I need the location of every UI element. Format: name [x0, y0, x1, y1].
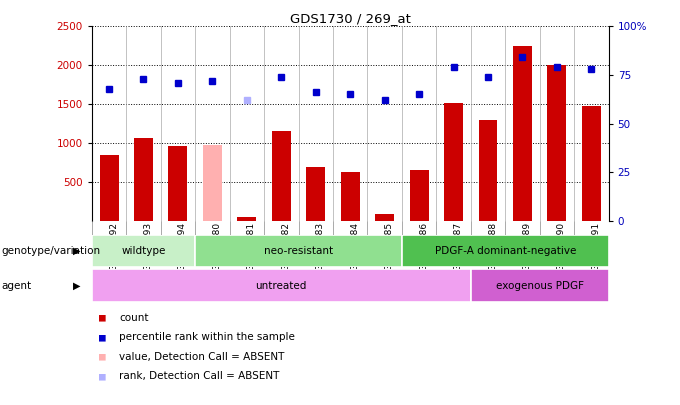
Text: untreated: untreated: [256, 281, 307, 290]
Text: count: count: [119, 313, 148, 323]
Bar: [341, 172, 360, 221]
Text: GSM34590: GSM34590: [557, 222, 566, 271]
Bar: [582, 106, 601, 221]
Bar: [444, 102, 463, 221]
Text: GSM34584: GSM34584: [350, 222, 359, 271]
Text: value, Detection Call = ABSENT: value, Detection Call = ABSENT: [119, 352, 284, 362]
Bar: [306, 167, 325, 221]
Bar: [547, 65, 566, 221]
Bar: [134, 138, 153, 221]
Bar: [203, 145, 222, 221]
Text: wildtype: wildtype: [121, 246, 166, 256]
Text: ■: ■: [99, 371, 105, 381]
Text: rank, Detection Call = ABSENT: rank, Detection Call = ABSENT: [119, 371, 279, 381]
Text: GSM34593: GSM34593: [143, 222, 152, 271]
Text: agent: agent: [1, 281, 31, 290]
Text: GSM34594: GSM34594: [178, 222, 187, 271]
Text: neo-resistant: neo-resistant: [264, 246, 333, 256]
Bar: [237, 217, 256, 221]
Bar: [169, 146, 188, 221]
Text: GSM34582: GSM34582: [282, 222, 290, 271]
Text: GSM34588: GSM34588: [488, 222, 497, 271]
Bar: [479, 119, 498, 221]
Bar: [92, 269, 471, 302]
Text: GSM34580: GSM34580: [212, 222, 222, 271]
Bar: [272, 131, 291, 221]
Text: ■: ■: [99, 352, 105, 362]
Text: GSM34589: GSM34589: [522, 222, 532, 271]
Text: GSM34592: GSM34592: [109, 222, 118, 271]
Text: GSM34581: GSM34581: [247, 222, 256, 271]
Bar: [92, 235, 195, 267]
Bar: [471, 269, 609, 302]
Bar: [409, 170, 428, 221]
Text: percentile rank within the sample: percentile rank within the sample: [119, 333, 295, 342]
Title: GDS1730 / 269_at: GDS1730 / 269_at: [290, 12, 411, 25]
Text: ■: ■: [99, 333, 105, 342]
Text: GSM34587: GSM34587: [454, 222, 462, 271]
Text: genotype/variation: genotype/variation: [1, 246, 101, 256]
Text: GSM34583: GSM34583: [316, 222, 325, 271]
Bar: [402, 235, 609, 267]
Text: PDGF-A dominant-negative: PDGF-A dominant-negative: [435, 246, 576, 256]
Text: exogenous PDGF: exogenous PDGF: [496, 281, 583, 290]
Bar: [513, 46, 532, 221]
Text: ▶: ▶: [73, 246, 81, 256]
Bar: [375, 214, 394, 221]
Text: GSM34586: GSM34586: [419, 222, 428, 271]
Text: ■: ■: [99, 313, 105, 323]
Text: ▶: ▶: [73, 281, 81, 290]
Bar: [99, 156, 118, 221]
Text: GSM34591: GSM34591: [592, 222, 600, 271]
Text: GSM34585: GSM34585: [385, 222, 394, 271]
Bar: [195, 235, 402, 267]
